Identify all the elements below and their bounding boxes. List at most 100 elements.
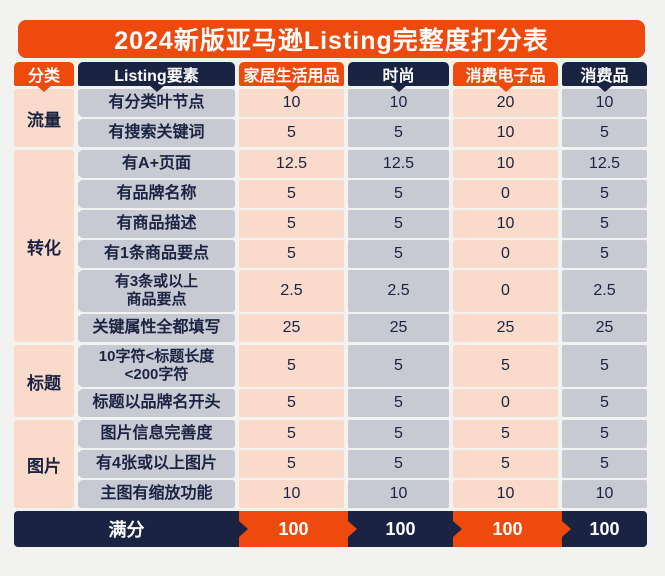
score-value: 5: [394, 185, 403, 202]
score-value: 5: [600, 394, 609, 411]
score-cell: 12.5: [348, 150, 449, 178]
column-header-label: 家居生活用品: [243, 68, 340, 85]
score-cell: 10: [348, 480, 449, 508]
score-cell: 25: [453, 314, 558, 342]
listing-element-label: 有商品描述: [116, 215, 197, 233]
table-row: 关键属性全都填写 25 25 25 25: [78, 309, 647, 342]
table-row: 标题以品牌名开头 5 5 0 5: [78, 384, 647, 417]
category-cell: 标题: [14, 345, 74, 417]
header-pointer-icon: [596, 85, 613, 92]
header-pointer-icon: [148, 85, 165, 92]
score-cell: 10: [239, 89, 344, 117]
score-value: 0: [501, 245, 510, 262]
score-value: 5: [394, 124, 403, 141]
score-value: 5: [600, 124, 609, 141]
footer-score-value: 100: [492, 518, 523, 539]
score-cell: 5: [348, 420, 449, 448]
score-cell: 5: [239, 210, 344, 238]
cell-notch-icon: [78, 205, 83, 213]
score-value: 12.5: [588, 155, 621, 172]
footer-banner: 满分: [14, 511, 239, 547]
table-row: 有1条商品要点 5 5 0 5: [78, 235, 647, 268]
table-row: 有分类叶节点 10 10 20 10: [78, 89, 647, 117]
table-header-row: 分类 Listing要素 家居生活用品 时尚 消费电子品 消费品: [14, 62, 647, 92]
score-value: 10: [595, 485, 614, 502]
score-value: 25: [595, 319, 614, 336]
cell-notch-icon: [78, 309, 83, 317]
score-cell: 10: [453, 480, 558, 508]
table-row: 主图有缩放功能 10 10 10 10: [78, 475, 647, 508]
score-value: 10: [282, 485, 301, 502]
score-value: 0: [501, 394, 510, 411]
cell-notch-icon: [78, 145, 83, 153]
category-group-1: 转化 有A+页面 12.5 12.5 10 12.5 有品牌名称 5 5 0 5 有商品描述 5 5 10 5…: [14, 145, 647, 342]
score-value: 5: [501, 455, 510, 472]
footer-score-cell: 100: [348, 511, 453, 547]
category-group-2: 标题 10字符<标题长度 <200字符 5 5 5 5 标题以品牌名开头 5 5 0 5: [14, 340, 647, 417]
listing-element-cell: 有搜索关键词: [78, 114, 235, 147]
listing-element-cell: 10字符<标题长度 <200字符: [78, 340, 235, 387]
category-cell: 流量: [14, 89, 74, 147]
score-cell: 25: [562, 314, 647, 342]
score-cell: 0: [453, 389, 558, 417]
score-cell: 5: [239, 450, 344, 478]
score-value: 5: [600, 215, 609, 232]
listing-element-cell: 图片信息完善度: [78, 415, 235, 448]
listing-element-label: 有4张或以上图片: [96, 455, 217, 473]
score-cell: 10: [562, 480, 647, 508]
score-cell: 10: [562, 89, 647, 117]
category-label: 标题: [27, 373, 61, 393]
score-value: 2.5: [387, 282, 410, 299]
score-value: 5: [394, 394, 403, 411]
score-value: 5: [287, 124, 296, 141]
listing-element-cell: 有3条或以上 商品要点: [78, 265, 235, 312]
category-group-3: 图片 图片信息完善度 5 5 5 5 有4张或以上图片 5 5 5 5 主图有缩放功能 10 10 10 10: [14, 415, 647, 508]
footer-score-value: 100: [589, 518, 620, 539]
score-value: 5: [394, 425, 403, 442]
score-value: 5: [287, 455, 296, 472]
listing-element-label: 有分类叶节点: [108, 94, 205, 112]
score-value: 2.5: [593, 282, 616, 299]
score-cell: 12.5: [239, 150, 344, 178]
arrow-right-icon: [453, 521, 462, 537]
score-cell: 5: [453, 420, 558, 448]
score-value: 5: [600, 357, 609, 374]
score-cell: 25: [239, 314, 344, 342]
score-cell: 5: [348, 345, 449, 387]
score-value: 20: [496, 94, 515, 111]
score-value: 10: [595, 94, 614, 111]
score-value: 10: [496, 124, 515, 141]
score-value: 5: [287, 394, 296, 411]
listing-element-label: 图片信息完善度: [100, 425, 213, 443]
listing-element-label: 有搜索关键词: [108, 124, 205, 142]
header-pointer-icon: [36, 85, 52, 92]
score-cell: 5: [562, 240, 647, 268]
listing-element-label: 有1条商品要点: [104, 245, 209, 263]
listing-element-cell: 主图有缩放功能: [78, 475, 235, 508]
cell-notch-icon: [78, 415, 83, 423]
page: 2024新版亚马逊Listing完整度打分表 分类 Listing要素 家居生活用品…: [0, 20, 665, 547]
score-value: 5: [394, 215, 403, 232]
score-cell: 5: [348, 119, 449, 147]
listing-element-cell: 有商品描述: [78, 205, 235, 238]
cell-notch-icon: [78, 235, 83, 243]
column-header-0: 分类: [14, 62, 74, 92]
arrow-right-icon: [562, 521, 571, 537]
score-cell: 5: [348, 210, 449, 238]
category-cell: 图片: [14, 420, 74, 508]
table-row: 有品牌名称 5 5 0 5: [78, 175, 647, 208]
footer-score-value: 100: [278, 518, 309, 539]
listing-element-label: 主图有缩放功能: [100, 485, 213, 503]
score-value: 5: [394, 245, 403, 262]
header-pointer-icon: [390, 85, 407, 92]
score-value: 25: [282, 319, 301, 336]
score-value: 25: [496, 319, 515, 336]
score-cell: 5: [239, 389, 344, 417]
listing-element-label: 有A+页面: [122, 155, 191, 173]
column-header-label: 分类: [27, 68, 60, 85]
header-pointer-icon: [497, 85, 514, 92]
score-value: 5: [394, 357, 403, 374]
score-cell: 0: [453, 240, 558, 268]
table-row: 有3条或以上 商品要点 2.5 2.5 0 2.5: [78, 265, 647, 312]
listing-element-cell: 标题以品牌名开头: [78, 384, 235, 417]
